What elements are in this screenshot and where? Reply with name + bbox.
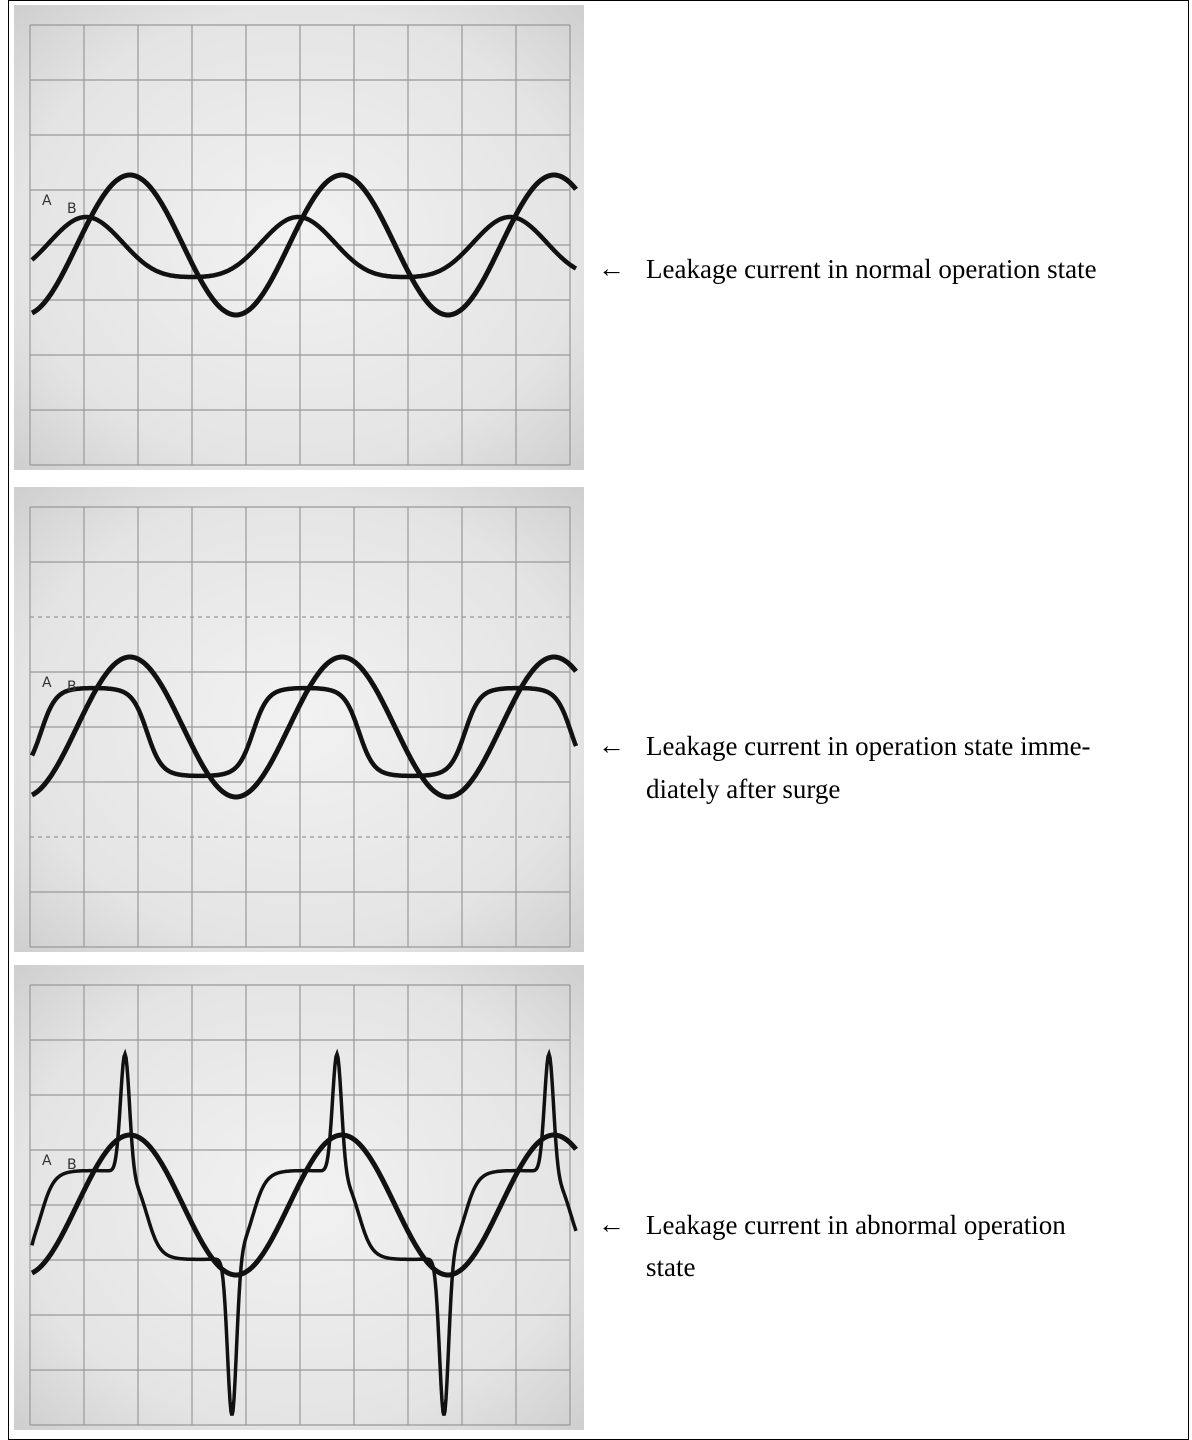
trace-a — [30, 654, 578, 800]
trace-b — [29, 685, 579, 779]
caption-line: diately after surge — [646, 774, 841, 804]
trace-label: B — [67, 679, 77, 695]
caption-line: Leakage current in normal operation stat… — [646, 254, 1097, 284]
trace-b — [30, 214, 578, 280]
screen — [14, 5, 584, 470]
arrow: ← — [598, 730, 625, 760]
trace-b — [30, 1048, 578, 1416]
caption-line: Leakage current in operation state imme- — [646, 731, 1091, 761]
screen — [14, 965, 584, 1430]
trace-label: A — [42, 1153, 52, 1169]
trace-a — [30, 172, 578, 318]
caption-line: Leakage current in abnormal operation — [646, 1210, 1066, 1240]
arrow: ← — [598, 253, 625, 283]
screen — [14, 487, 584, 952]
trace-label: B — [67, 201, 77, 217]
caption-line: state — [646, 1252, 696, 1282]
arrow: ← — [598, 1209, 625, 1239]
trace-label: A — [42, 193, 52, 209]
trace-label: A — [42, 675, 52, 691]
trace-label: B — [67, 1157, 77, 1173]
trace-a — [30, 1132, 578, 1278]
